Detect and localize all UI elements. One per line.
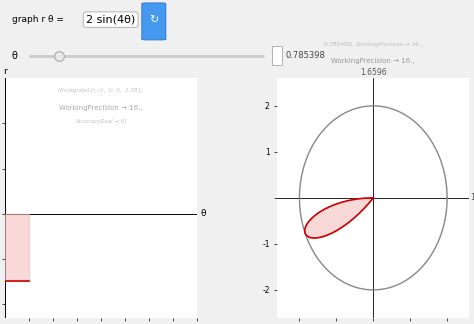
Text: θ: θ bbox=[201, 209, 206, 218]
Text: NIntegrate[{r, r}, {r, 0, -1.58},: NIntegrate[{r, r}, {r, 0, -1.58}, bbox=[58, 88, 143, 93]
Text: ↻: ↻ bbox=[149, 15, 158, 25]
FancyBboxPatch shape bbox=[142, 3, 166, 40]
Text: 1.0257: 1.0257 bbox=[470, 193, 474, 202]
Text: AccuracyGoal → 6]: AccuracyGoal → 6] bbox=[75, 119, 127, 124]
Bar bbox=[272, 46, 282, 65]
Text: 0.785408), WorkingPrecision → 16.,: 0.785408), WorkingPrecision → 16., bbox=[324, 42, 422, 47]
Text: r: r bbox=[3, 66, 7, 75]
Text: θ: θ bbox=[12, 51, 18, 61]
Text: graph r θ =: graph r θ = bbox=[12, 15, 64, 24]
Text: WorkingPrecision → 16.,: WorkingPrecision → 16., bbox=[59, 105, 143, 110]
Text: 1.6596: 1.6596 bbox=[360, 68, 387, 77]
Text: WorkingPrecision → 16.,: WorkingPrecision → 16., bbox=[331, 58, 415, 64]
Text: 0.785398: 0.785398 bbox=[286, 51, 326, 60]
Text: 2 sin(4θ): 2 sin(4θ) bbox=[86, 15, 135, 25]
Polygon shape bbox=[305, 198, 374, 238]
